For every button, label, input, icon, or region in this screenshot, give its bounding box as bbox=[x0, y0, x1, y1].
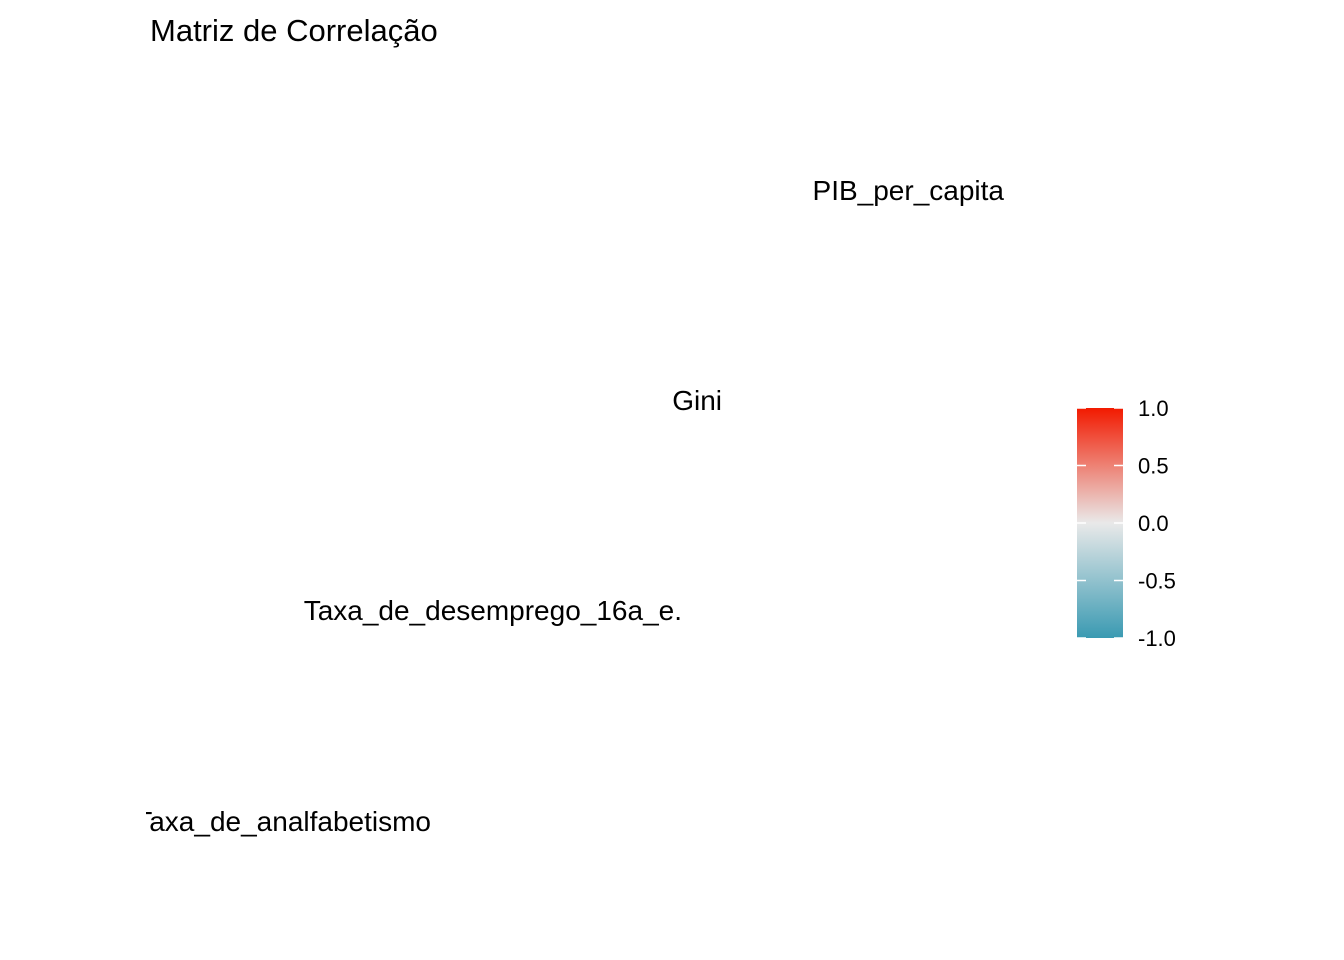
legend-tick-label: 1.0 bbox=[1138, 396, 1169, 421]
chart-title: Matriz de Correlação bbox=[150, 13, 438, 48]
legend-tick-label: -0.5 bbox=[1138, 569, 1176, 594]
variable-label: Taxa_de_desemprego_16a_e. bbox=[304, 595, 682, 626]
legend-tick-label: 0.5 bbox=[1138, 454, 1169, 479]
variable-label: PIB_per_capita bbox=[813, 175, 1005, 206]
legend-ticks bbox=[1077, 407, 1123, 639]
variable-label: Taxa_de_analfabetismo bbox=[135, 806, 431, 837]
legend-tick-label: 0.0 bbox=[1138, 511, 1169, 536]
legend-tick-label: -1.0 bbox=[1138, 626, 1176, 651]
variable-label: Gini bbox=[672, 385, 722, 416]
legend-tick-labels: 1.0 0.5 0.0 -0.5 -1.0 bbox=[1138, 396, 1176, 651]
color-legend: 1.0 0.5 0.0 -0.5 -1.0 bbox=[1077, 396, 1176, 651]
variable-labels: Taxa_de_analfabetismo Taxa_de_desemprego_… bbox=[135, 175, 1005, 837]
